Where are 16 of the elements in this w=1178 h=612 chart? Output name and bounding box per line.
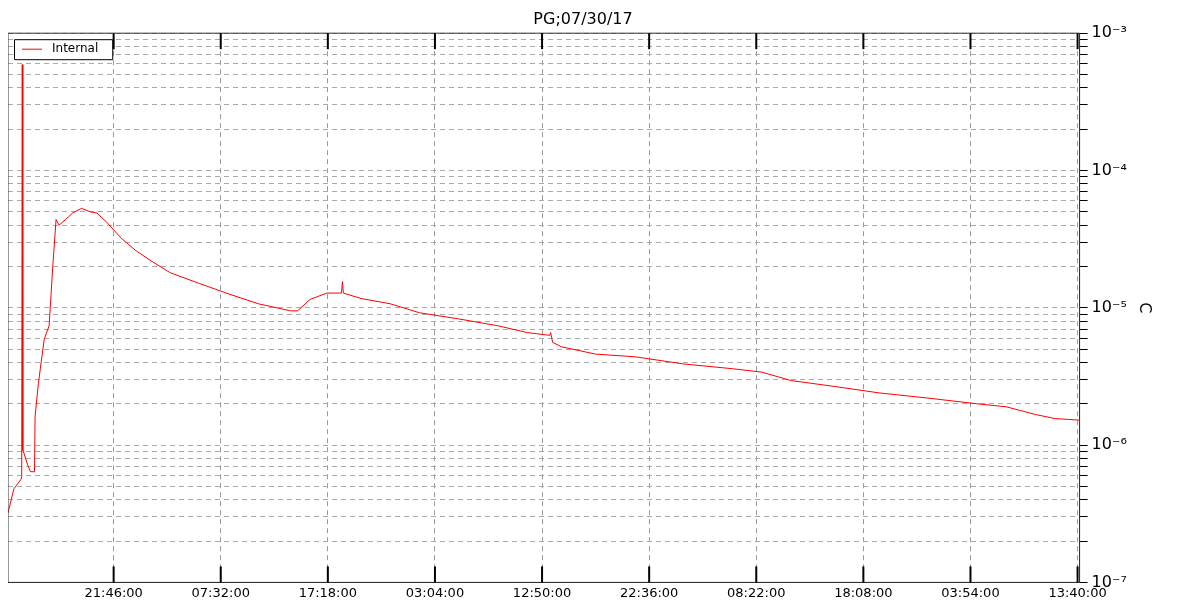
- y-tick-label: 10⁻⁴: [1091, 159, 1127, 179]
- y-tick-label: 10⁻⁵: [1091, 296, 1127, 316]
- legend-label: Internal: [52, 41, 99, 56]
- x-tick-label: 17:18:00: [298, 584, 358, 600]
- x-tick-label: 08:22:00: [727, 584, 786, 600]
- chart-title: PG;07/30/17: [533, 8, 633, 28]
- x-tick-label: 22:36:00: [619, 584, 679, 600]
- x-tick-label: 03:04:00: [405, 584, 465, 600]
- x-tick-label: 03:54:00: [941, 584, 1000, 600]
- y-tick-label: 10⁻⁶: [1091, 434, 1127, 454]
- x-tick-label: 12:50:00: [512, 584, 572, 600]
- x-tick-label: 07:32:00: [191, 584, 250, 600]
- x-tick-label: 21:46:00: [84, 584, 143, 600]
- y-axis-title: C: [1136, 302, 1156, 314]
- x-tick-label: 18:08:00: [834, 584, 893, 600]
- y-tick-label: 10⁻³: [1091, 22, 1127, 42]
